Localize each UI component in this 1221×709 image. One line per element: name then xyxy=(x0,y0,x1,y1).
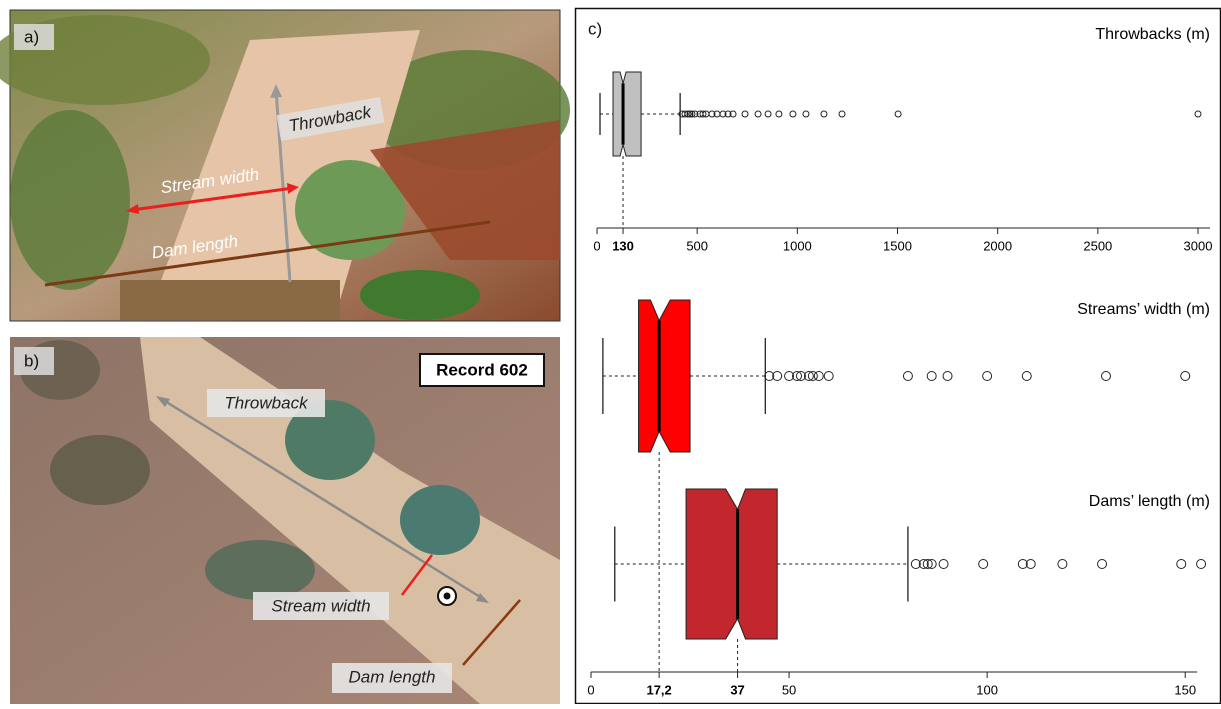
outlier xyxy=(1058,560,1067,569)
x-tick-label: 1500 xyxy=(883,238,912,253)
outlier xyxy=(927,372,936,381)
outlier xyxy=(776,111,782,117)
photo-b: Throwback Stream width Dam length Record… xyxy=(10,337,560,704)
x-tick-label: 2000 xyxy=(983,238,1012,253)
outlier xyxy=(790,111,796,117)
x-tick-label: 100 xyxy=(976,682,998,697)
x-tick-label: 500 xyxy=(686,238,708,253)
annotation: Dam length xyxy=(349,667,436,686)
x-tick-label: 1000 xyxy=(783,238,812,253)
outlier xyxy=(1098,560,1107,569)
x-tick-label: 50 xyxy=(782,682,796,697)
outlier xyxy=(903,372,912,381)
x-tick-label: 150 xyxy=(1174,682,1196,697)
panel-label: a) xyxy=(24,27,39,46)
x-tick-label: 0 xyxy=(593,238,600,253)
outlier xyxy=(1181,372,1190,381)
panel-label: b) xyxy=(24,351,39,370)
outlier xyxy=(839,111,845,117)
outlier xyxy=(814,372,823,381)
outlier xyxy=(803,111,809,117)
outlier xyxy=(939,560,948,569)
outlier xyxy=(1102,372,1111,381)
outlier xyxy=(1177,560,1186,569)
x-tick-label: 17,2 xyxy=(646,682,671,697)
box xyxy=(613,72,641,156)
outlier xyxy=(943,372,952,381)
outlier xyxy=(1195,111,1201,117)
outlier xyxy=(1197,560,1206,569)
figure: Throwback Stream width Dam length a) Thr… xyxy=(0,0,1221,704)
annotation: Throwback xyxy=(224,393,309,412)
outlier xyxy=(742,111,748,117)
box-plots: Throwbacks (m) Streams’ width (m) Dams’ le… xyxy=(587,26,1212,697)
outlier xyxy=(923,560,932,569)
outlier xyxy=(824,372,833,381)
outlier xyxy=(821,111,827,117)
photo-a: Throwback Stream width Dam length a) xyxy=(0,10,570,321)
x-tick-label: 37 xyxy=(730,682,744,697)
x-tick-label: 2500 xyxy=(1083,238,1112,253)
annotation: Stream width xyxy=(271,596,370,615)
x-tick-label: 3000 xyxy=(1184,238,1213,253)
x-tick-label: 0 xyxy=(587,682,594,697)
box xyxy=(686,489,777,639)
outlier xyxy=(895,111,901,117)
chart-title: Throwbacks (m) xyxy=(1095,26,1210,43)
outlier xyxy=(983,372,992,381)
outlier xyxy=(1022,372,1031,381)
panel-label: c) xyxy=(588,19,602,38)
x-tick-label: 130 xyxy=(612,238,634,253)
outlier xyxy=(765,111,771,117)
box xyxy=(639,300,691,452)
outlier xyxy=(755,111,761,117)
record-label: Record 602 xyxy=(436,360,528,379)
outlier xyxy=(979,560,988,569)
chart-title: Streams’ width (m) xyxy=(1077,301,1210,318)
chart-title: Dams’ length (m) xyxy=(1089,493,1210,510)
